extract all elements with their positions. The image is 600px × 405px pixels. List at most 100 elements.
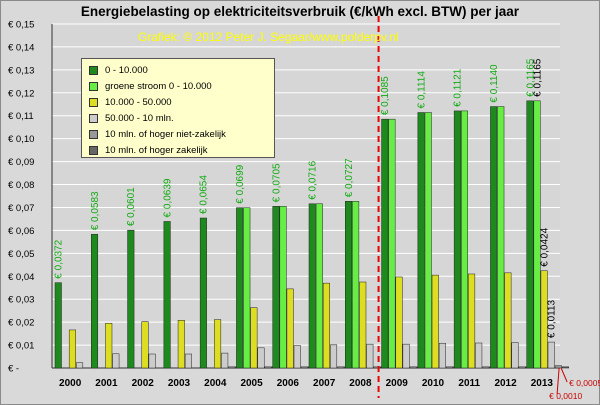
bar <box>315 203 323 369</box>
bar <box>482 366 490 369</box>
bar <box>561 366 569 369</box>
y-tick-label: € 0,15 <box>8 20 34 31</box>
bar <box>228 366 236 369</box>
bar <box>460 110 468 369</box>
y-tick-label: € 0,03 <box>8 295 34 306</box>
bar <box>257 347 265 369</box>
label-leader <box>556 367 560 395</box>
bar <box>373 366 381 369</box>
bar <box>264 366 272 369</box>
legend-item: 10 mln. of hoger niet-zakelijk <box>86 126 274 142</box>
bar <box>250 307 258 369</box>
data-label: € 0,0583 <box>90 191 101 230</box>
bar <box>272 206 280 369</box>
bar <box>91 234 99 369</box>
legend-swatch <box>89 97 98 107</box>
legend-label: groene stroom 0 - 10.000 <box>105 80 212 92</box>
y-tick-label: € 0,07 <box>8 203 34 214</box>
chart-title: Energiebelasting op elektriciteitsverbru… <box>80 4 520 19</box>
legend-label: 50.000 - 10 mln. <box>105 112 174 124</box>
data-label: € 0,0372 <box>54 239 65 278</box>
bar <box>308 203 316 369</box>
bar <box>221 352 229 369</box>
bar <box>76 362 84 369</box>
legend-item: 0 - 10.000 <box>86 62 274 78</box>
y-tick-label: € - <box>8 364 19 375</box>
data-label: € 0,0005 <box>569 378 600 388</box>
legend-item: 10 mln. of hoger zakelijk <box>86 142 274 158</box>
x-tick-label: 2012 <box>494 378 517 389</box>
x-tick-label: 2007 <box>313 378 336 389</box>
bar <box>177 320 185 369</box>
bar <box>526 100 534 369</box>
y-tick-label: € 0,14 <box>8 42 34 53</box>
bar <box>402 343 410 369</box>
legend-label: 10 mln. of hoger niet-zakelijk <box>105 128 226 140</box>
data-label: € 0,1165 <box>532 58 543 97</box>
bar <box>330 344 338 369</box>
bar <box>127 229 135 369</box>
bar <box>540 270 548 369</box>
data-label: € 0,0113 <box>547 299 558 338</box>
bar <box>490 106 498 369</box>
bar <box>518 366 526 369</box>
data-label: € 0,1140 <box>489 64 500 103</box>
legend-item: groene stroom 0 - 10.000 <box>86 78 274 94</box>
bar <box>395 276 403 369</box>
legend-label: 10 mln. of hoger zakelijk <box>105 144 208 156</box>
y-tick-label: € 0,04 <box>8 272 34 283</box>
data-label: € 0,0727 <box>344 158 355 197</box>
x-tick-label: 2001 <box>95 378 118 389</box>
data-label: € 0,0424 <box>539 227 550 266</box>
bar <box>388 118 396 369</box>
x-tick-label: 2013 <box>531 378 554 389</box>
bar <box>547 341 555 369</box>
bar <box>199 217 207 369</box>
bar <box>141 321 149 369</box>
legend-swatch <box>89 113 98 123</box>
legend-label: 10.000 - 50.000 <box>105 96 172 108</box>
bar <box>431 274 439 369</box>
chart-credit: Grafiek: © 2012 Peter J. Segaar/www.pold… <box>138 30 399 44</box>
y-tick-label: € 0,01 <box>8 341 34 352</box>
bar <box>359 281 367 369</box>
bar <box>381 118 389 369</box>
chart-legend: 0 - 10.000 groene stroom 0 - 10.000 10.000… <box>81 58 275 158</box>
legend-swatch <box>89 65 98 75</box>
x-tick-label: 2011 <box>458 378 480 389</box>
x-tick-label: 2002 <box>132 378 155 389</box>
x-tick-label: 2009 <box>386 378 409 389</box>
data-label: € 0,0705 <box>271 163 282 202</box>
y-tick-label: € 0,09 <box>8 157 34 168</box>
bar <box>366 343 374 369</box>
bar <box>236 207 244 369</box>
y-tick-label: € 0,02 <box>8 318 34 329</box>
data-label: € 0,0716 <box>308 160 319 199</box>
legend-swatch <box>89 129 98 139</box>
bar <box>352 201 360 369</box>
data-label: € 0,1165 <box>525 58 536 97</box>
bar <box>417 112 425 369</box>
legend-item: 10.000 - 50.000 <box>86 94 274 110</box>
x-tick-label: 2010 <box>422 378 445 389</box>
x-tick-label: 2005 <box>240 378 263 389</box>
bar <box>446 366 454 369</box>
bar <box>438 342 446 369</box>
legend-label: 0 - 10.000 <box>105 64 148 76</box>
bar <box>300 366 308 369</box>
bar <box>293 345 301 369</box>
bar <box>345 201 353 369</box>
y-tick-label: € 0,11 <box>8 111 34 122</box>
bar <box>511 342 519 369</box>
x-tick-label: 2006 <box>277 378 300 389</box>
legend-swatch <box>89 145 98 155</box>
bar <box>68 329 76 369</box>
bar <box>453 110 461 369</box>
y-tick-label: € 0,13 <box>8 65 34 76</box>
y-tick-label: € 0,10 <box>8 134 34 145</box>
bar <box>243 207 251 369</box>
bar <box>497 106 505 369</box>
y-tick-label: € 0,12 <box>8 88 34 99</box>
bar <box>105 323 113 369</box>
label-leader <box>560 367 568 383</box>
